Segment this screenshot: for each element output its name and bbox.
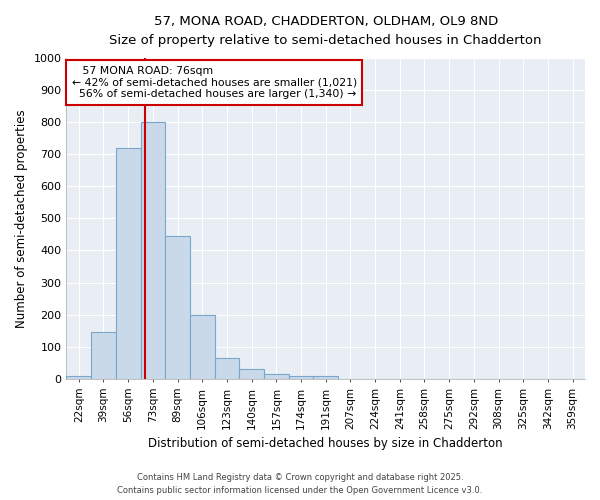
Bar: [190, 314, 215, 379]
Bar: [215, 358, 239, 379]
Bar: [165, 236, 190, 379]
Y-axis label: Number of semi-detached properties: Number of semi-detached properties: [15, 109, 28, 328]
Bar: [116, 148, 140, 379]
Bar: [289, 376, 313, 379]
Bar: [91, 332, 116, 379]
Title: 57, MONA ROAD, CHADDERTON, OLDHAM, OL9 8ND
Size of property relative to semi-det: 57, MONA ROAD, CHADDERTON, OLDHAM, OL9 8…: [109, 15, 542, 47]
Bar: [67, 376, 91, 379]
Bar: [140, 122, 165, 379]
Bar: [264, 374, 289, 379]
Text: Contains HM Land Registry data © Crown copyright and database right 2025.
Contai: Contains HM Land Registry data © Crown c…: [118, 474, 482, 495]
Text: 57 MONA ROAD: 76sqm
← 42% of semi-detached houses are smaller (1,021)
  56% of s: 57 MONA ROAD: 76sqm ← 42% of semi-detach…: [71, 66, 357, 99]
Bar: [239, 370, 264, 379]
X-axis label: Distribution of semi-detached houses by size in Chadderton: Distribution of semi-detached houses by …: [148, 437, 503, 450]
Bar: [313, 376, 338, 379]
